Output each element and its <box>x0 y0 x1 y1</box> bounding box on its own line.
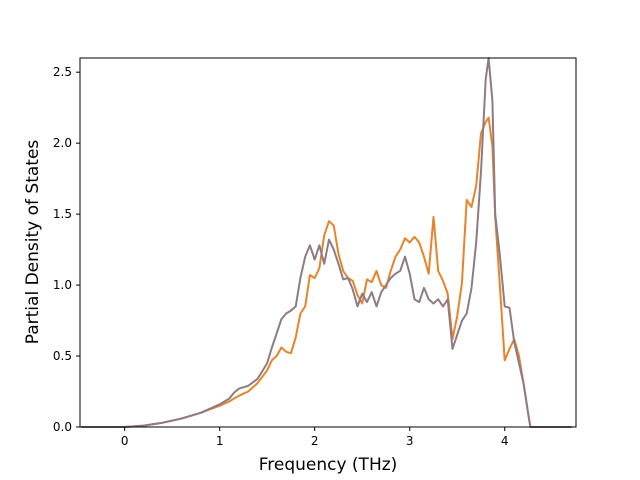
y-tick-label: 1.0 <box>53 278 72 292</box>
y-tick-label: 2.5 <box>53 65 72 79</box>
y-tick-label: 2.0 <box>53 136 72 150</box>
x-tick-label: 3 <box>406 434 414 448</box>
x-axis-label: Frequency (THz) <box>259 455 398 475</box>
series-layer <box>80 57 573 428</box>
y-axis-ticks: 0.0 0.5 1.0 1.5 2.0 2.5 <box>53 65 80 434</box>
x-tick-label: 4 <box>501 434 509 448</box>
y-axis-label: Partial Density of States <box>23 140 43 345</box>
x-axis-ticks: 0 1 2 3 4 <box>121 427 509 448</box>
series-line-1 <box>80 116 573 428</box>
y-tick-label: 1.5 <box>53 207 72 221</box>
y-tick-label: 0.5 <box>53 349 72 363</box>
series-line-2 <box>80 57 573 428</box>
x-tick-label: 2 <box>311 434 319 448</box>
x-tick-label: 0 <box>121 434 129 448</box>
y-tick-label: 0.0 <box>53 420 72 434</box>
plot-frame <box>79 57 577 428</box>
x-tick-label: 1 <box>216 434 224 448</box>
